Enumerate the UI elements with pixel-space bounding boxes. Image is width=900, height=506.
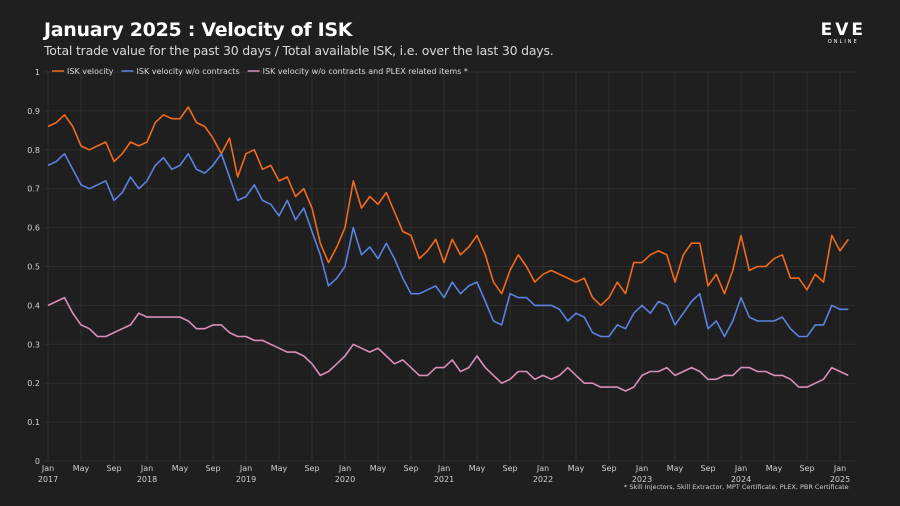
x-tick-label: Sep bbox=[502, 464, 517, 473]
footnote: * Skill Injectors, Skill Extractor, MPT … bbox=[624, 483, 849, 491]
y-tick-label: 0.2 bbox=[27, 379, 40, 388]
x-tick-label: Jan bbox=[140, 464, 153, 473]
x-tick-label: Sep bbox=[403, 464, 418, 473]
x-tick-label: May bbox=[271, 464, 288, 473]
y-tick-label: 0.5 bbox=[27, 263, 40, 272]
x-tick-label: Sep bbox=[205, 464, 220, 473]
x-tick-year: 2017 bbox=[38, 475, 58, 484]
legend-label: ISK velocity bbox=[67, 67, 114, 76]
x-tick-year: 2024 bbox=[731, 475, 751, 484]
x-tick-year: 2019 bbox=[236, 475, 256, 484]
x-tick-label: Sep bbox=[304, 464, 319, 473]
chart-subtitle: Total trade value for the past 30 days /… bbox=[44, 43, 554, 58]
y-tick-label: 0.3 bbox=[27, 340, 40, 349]
x-tick-label: Jan bbox=[635, 464, 648, 473]
x-tick-label: May bbox=[568, 464, 585, 473]
y-tick-label: 0 bbox=[35, 457, 40, 466]
y-tick-label: 0.4 bbox=[27, 301, 40, 310]
legend-label: ISK velocity w/o contracts bbox=[137, 67, 240, 76]
x-tick-label: May bbox=[172, 464, 189, 473]
x-tick-label: May bbox=[469, 464, 486, 473]
x-tick-label: Jan bbox=[734, 464, 747, 473]
y-tick-label: 1 bbox=[35, 68, 40, 77]
x-tick-year: 2021 bbox=[434, 475, 454, 484]
x-tick-label: Jan bbox=[338, 464, 351, 473]
x-tick-label: May bbox=[766, 464, 783, 473]
chart-title: January 2025 : Velocity of ISK bbox=[44, 19, 353, 41]
x-tick-label: Sep bbox=[700, 464, 715, 473]
series-line-1 bbox=[47, 106, 849, 307]
series-line-3 bbox=[47, 296, 849, 392]
x-tick-label: May bbox=[370, 464, 387, 473]
legend-label: ISK velocity w/o contracts and PLEX rela… bbox=[263, 67, 468, 76]
eve-online-logo: EVE ONLINE bbox=[820, 20, 866, 46]
y-tick-label: 0.8 bbox=[27, 146, 40, 155]
y-tick-label: 0.1 bbox=[27, 418, 40, 427]
grid bbox=[44, 71, 855, 462]
x-tick-label: Jan bbox=[41, 464, 54, 473]
y-axis: 0 0.1 0.2 0.3 0.4 0.5 0.6 0.7 0.8 0.9 1 bbox=[27, 68, 40, 466]
series-lines bbox=[47, 106, 849, 392]
x-tick-label: May bbox=[667, 464, 684, 473]
x-tick-label: Jan bbox=[536, 464, 549, 473]
x-tick-year: 2023 bbox=[632, 475, 652, 484]
x-tick-label: Sep bbox=[601, 464, 616, 473]
x-tick-label: Sep bbox=[799, 464, 814, 473]
y-tick-label: 0.6 bbox=[27, 224, 40, 233]
y-tick-label: 0.7 bbox=[27, 185, 40, 194]
series-line-2 bbox=[47, 152, 849, 338]
logo-subtext: ONLINE bbox=[827, 39, 859, 45]
x-tick-year: 2020 bbox=[335, 475, 355, 484]
y-tick-label: 0.9 bbox=[27, 107, 40, 116]
x-tick-label: Jan bbox=[239, 464, 252, 473]
x-tick-label: Jan bbox=[437, 464, 450, 473]
x-tick-label: Sep bbox=[106, 464, 121, 473]
x-tick-year: 2022 bbox=[533, 475, 553, 484]
x-tick-year: 2025 bbox=[830, 475, 850, 484]
x-tick-label: Jan bbox=[833, 464, 846, 473]
logo-text: EVE bbox=[820, 20, 866, 40]
x-tick-label: May bbox=[73, 464, 90, 473]
x-tick-year: 2018 bbox=[137, 475, 157, 484]
x-axis: Jan 2017 May Sep Jan 2018 May Sep Jan 2019 May Sep J… bbox=[38, 464, 850, 484]
legend: ISK velocity ISK velocity w/o contracts IS… bbox=[52, 67, 468, 76]
